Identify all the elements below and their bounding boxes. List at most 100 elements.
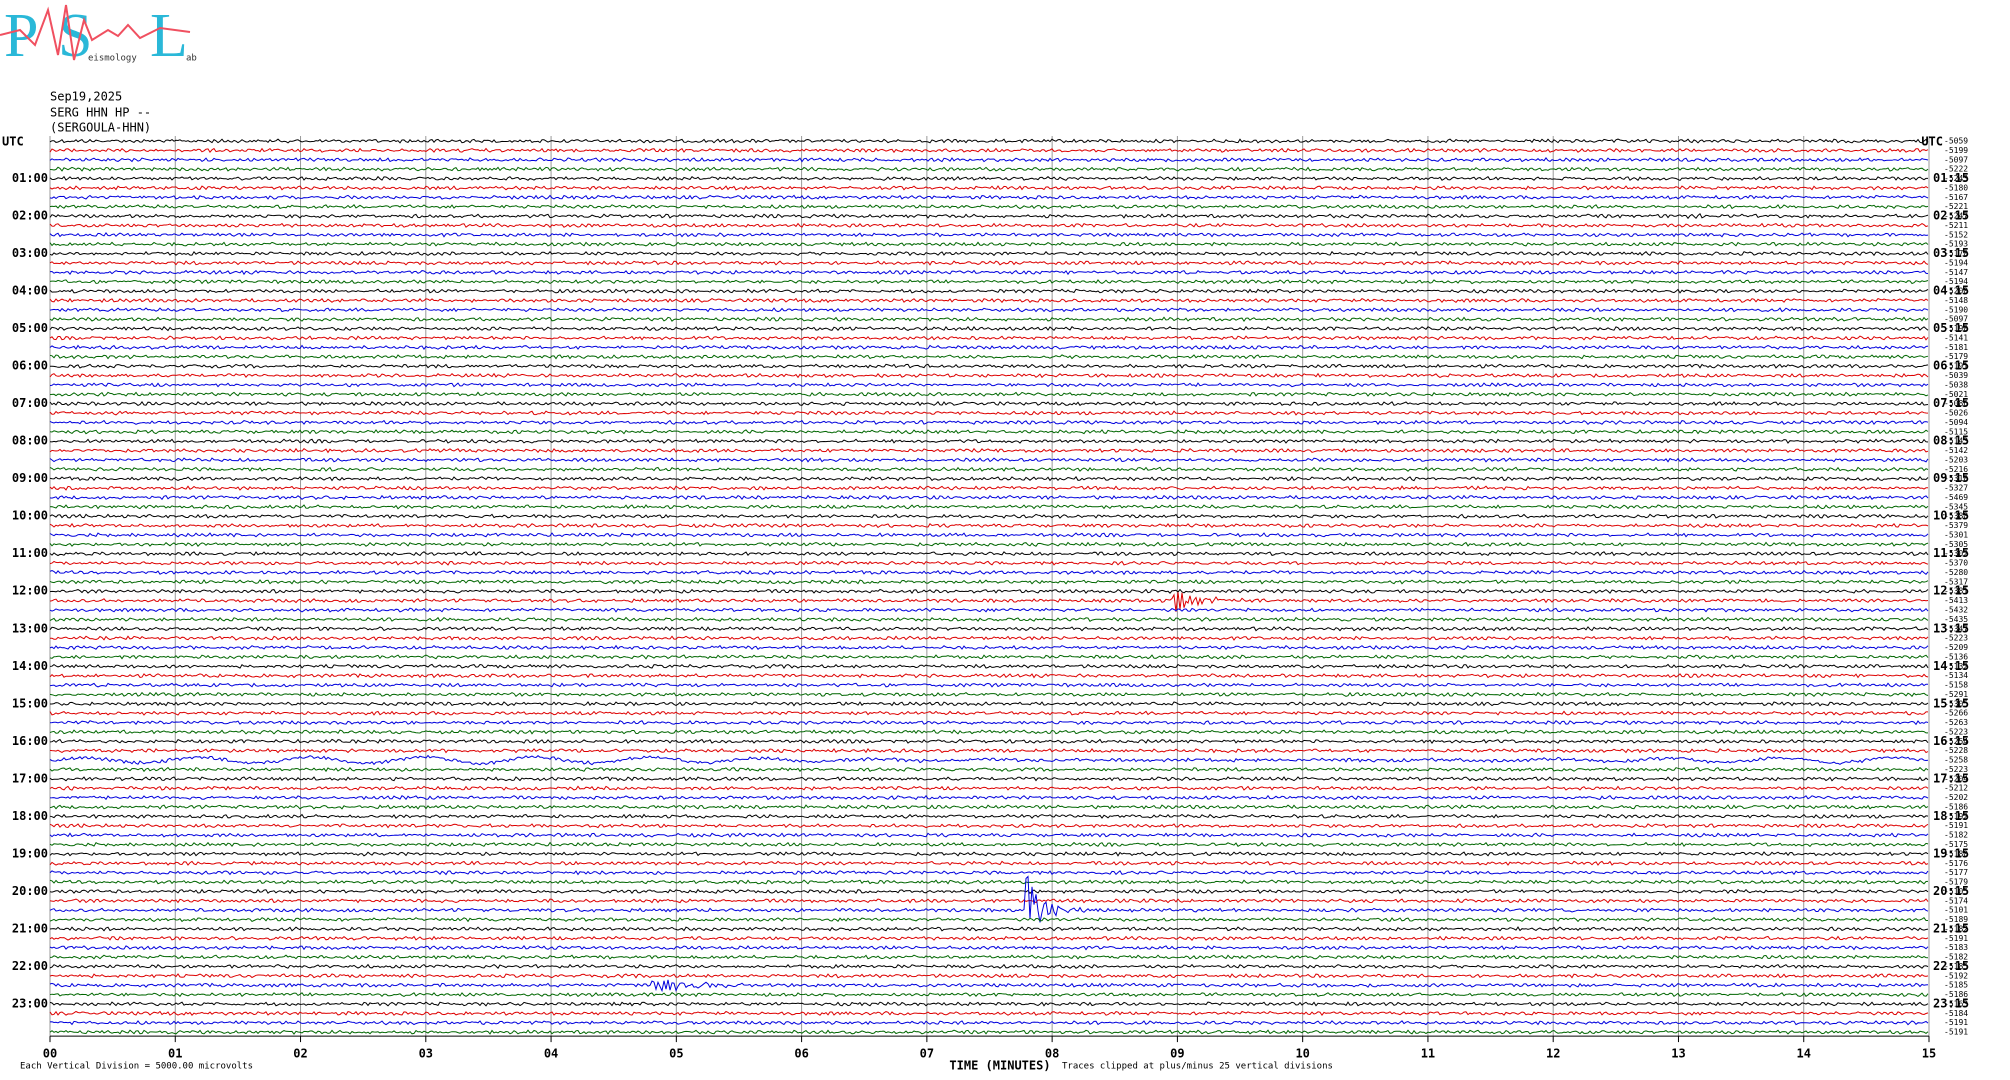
trace (49, 560, 1929, 566)
x-tick-label: 03 (419, 1047, 433, 1061)
trace-offset: -5185 (1944, 981, 1968, 990)
hour-label: 07:00 (12, 396, 48, 410)
trace-offset: -5305 (1944, 540, 1968, 549)
trace-offset: -5222 (1944, 165, 1968, 174)
hour-label: 19:15 (1933, 846, 1969, 860)
x-tick-label: 06 (794, 1047, 808, 1061)
trace-offset: -5216 (1944, 465, 1968, 474)
trace-offset: -5266 (1944, 709, 1968, 718)
trace (49, 804, 1929, 810)
x-tick-label: 10 (1295, 1047, 1309, 1061)
trace (49, 944, 1929, 951)
hour-label: 01:00 (12, 171, 48, 185)
hour-label: 19:00 (12, 846, 48, 860)
trace-offset: -5115 (1944, 427, 1968, 436)
trace-offset: -5176 (1944, 859, 1968, 868)
x-tick-label: 02 (293, 1047, 307, 1061)
hour-label: 01:15 (1933, 171, 1969, 185)
trace (49, 297, 1929, 304)
trace-offset: -5141 (1944, 333, 1968, 342)
trace-offset: -5186 (1944, 990, 1968, 999)
hour-label: 14:00 (12, 659, 48, 673)
trace-offset: -5143 (1944, 437, 1968, 446)
traces (49, 138, 1929, 1035)
trace-offset: -5142 (1944, 446, 1968, 455)
trace (49, 522, 1929, 529)
logo-wave (0, 4, 191, 61)
x-tick-label: 04 (544, 1047, 558, 1061)
trace (49, 185, 1929, 191)
trace-offset: -5203 (1944, 455, 1968, 464)
trace (49, 785, 1929, 791)
trace (49, 963, 1929, 970)
trace (49, 363, 1929, 369)
hour-label: 21:00 (12, 921, 48, 935)
trace (50, 701, 1929, 707)
hour-label: 20:15 (1933, 884, 1969, 898)
trace-offset: -5223 (1944, 765, 1968, 774)
hour-label: 05:15 (1933, 321, 1969, 335)
x-axis-title: TIME (MINUTES) (949, 1059, 1050, 1073)
trace (49, 841, 1929, 848)
hour-label: 06:00 (12, 359, 48, 373)
logo-subtext: ab (186, 54, 197, 64)
trace (49, 673, 1929, 679)
trace (49, 860, 1929, 866)
x-tick-label: 05 (669, 1047, 683, 1061)
hour-label: 04:00 (12, 284, 48, 298)
trace-offset: -5317 (1944, 577, 1968, 586)
hour-label: 11:15 (1933, 546, 1969, 560)
trace (49, 579, 1929, 585)
hour-label: 12:15 (1933, 584, 1969, 598)
trace-offset: -5179 (1944, 352, 1968, 361)
trace (49, 354, 1929, 360)
trace-offset: -5174 (1944, 896, 1968, 905)
trace-offset: -5191 (1944, 1018, 1968, 1027)
trace-offset: -5180 (1944, 183, 1968, 192)
trace (49, 1001, 1929, 1007)
logo-subtext: eismology (88, 54, 137, 64)
hour-label: 13:00 (12, 621, 48, 635)
trace-offset: -5039 (1944, 371, 1968, 380)
trace (49, 1020, 1929, 1026)
trace (49, 447, 1929, 454)
trace (49, 766, 1929, 773)
trace (49, 138, 1929, 144)
trace (49, 813, 1929, 819)
trace (49, 588, 1929, 594)
trace-offset: -5305 (1944, 699, 1968, 708)
scale-note: Each Vertical Division = 5000.00 microvo… (20, 1062, 253, 1072)
x-tick-label: 15 (1922, 1047, 1936, 1061)
trace-offset: -5191 (1944, 934, 1968, 943)
trace-offset: -5086 (1944, 399, 1968, 408)
trace-offset: -5291 (1944, 690, 1968, 699)
trace (49, 710, 1928, 716)
trace-offset: -5132 (1944, 662, 1968, 671)
trace-offset: -5026 (1944, 409, 1968, 418)
labels: 00 01 02 03 04 05 06 07 08 09 10 11 12 13 14 15-5059-51… (2, 135, 1969, 1061)
clip-note: Traces clipped at plus/minus 25 vertical… (1062, 1062, 1333, 1072)
trace (49, 738, 1929, 744)
trace (49, 204, 1929, 210)
trace (49, 457, 1929, 463)
trace (49, 663, 1929, 669)
hour-label: 08:15 (1933, 434, 1969, 448)
hour-label: 10:00 (12, 509, 48, 523)
trace-offset: -5370 (1944, 559, 1968, 568)
hour-label: 18:00 (12, 809, 48, 823)
trace (49, 616, 1929, 623)
x-tick-label: 00 (43, 1047, 57, 1061)
hour-label: 10:15 (1933, 509, 1969, 523)
trace-offset: -5182 (1944, 924, 1968, 933)
trace-offset: -5347 (1944, 624, 1968, 633)
trace (49, 382, 1929, 388)
trace-offset: -5152 (1944, 230, 1968, 239)
trace-offset: -5191 (1944, 1028, 1968, 1037)
trace-offset: -5190 (1944, 305, 1968, 314)
hour-label: 04:15 (1933, 284, 1969, 298)
trace (49, 400, 1929, 407)
hour-label: 17:00 (12, 771, 48, 785)
hour-label: 15:00 (12, 696, 48, 710)
trace-offset: -5180 (1944, 849, 1968, 858)
trace (49, 794, 1929, 801)
